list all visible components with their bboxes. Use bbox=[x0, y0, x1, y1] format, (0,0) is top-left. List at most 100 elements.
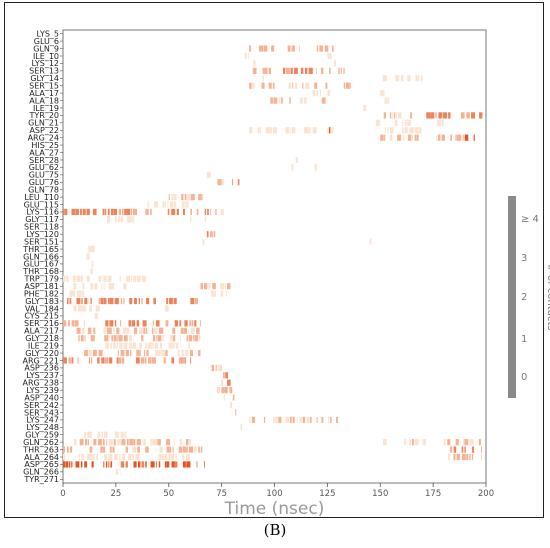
contact-mark-gln_262 bbox=[108, 439, 113, 446]
contact-mark-tyr_20 bbox=[389, 112, 392, 119]
contact-mark-ser_216 bbox=[68, 320, 70, 327]
contact-mark-ile_219 bbox=[139, 342, 143, 349]
contact-mark-asp_265 bbox=[158, 461, 161, 468]
contact-mark-gln_262 bbox=[414, 439, 419, 446]
contact-mark-ser_13 bbox=[338, 67, 340, 74]
contact-mark-gly_220 bbox=[157, 349, 161, 357]
contact-mark-tyr_20 bbox=[395, 112, 397, 119]
contact-mark-ser_15 bbox=[251, 82, 255, 89]
contact-mark-ser_216 bbox=[128, 320, 131, 327]
contact-mark-gln_262 bbox=[189, 439, 191, 446]
contact-mark-gly_220 bbox=[189, 349, 194, 357]
contact-mark-gly_183 bbox=[81, 297, 83, 305]
contact-mark-ser_216 bbox=[71, 320, 75, 327]
contact-mark-ala_18 bbox=[270, 97, 274, 104]
contact-mark-thr_263 bbox=[145, 446, 149, 453]
contact-mark-ala_217 bbox=[145, 327, 148, 334]
contact-mark-trp_179 bbox=[126, 275, 131, 282]
contact-mark-tyr_20 bbox=[466, 112, 470, 119]
contact-mark-gly_218 bbox=[157, 335, 162, 342]
contact-mark-ser_13 bbox=[282, 67, 286, 74]
contact-mark-glu_167 bbox=[91, 260, 94, 268]
contact-mark-asp_181 bbox=[200, 283, 204, 290]
contact-mark-ala_264 bbox=[481, 453, 482, 461]
contact-mark-gln_266 bbox=[119, 468, 121, 475]
contact-mark-gln_9 bbox=[263, 45, 268, 52]
contact-mark-gly_183 bbox=[108, 297, 110, 305]
contact-mark-arg_24 bbox=[461, 134, 463, 141]
contact-mark-asp_265 bbox=[120, 461, 125, 468]
contact-mark-ser_15 bbox=[325, 82, 328, 89]
contact-mark-ser_216 bbox=[109, 320, 114, 327]
contact-mark-phe_182 bbox=[69, 290, 73, 297]
contact-mark-ser_216 bbox=[179, 320, 182, 327]
contact-mark-tyr_20 bbox=[460, 112, 465, 119]
contact-mark-gly_183 bbox=[114, 297, 119, 305]
contact-mark-gly_183 bbox=[134, 297, 137, 305]
contact-mark-ala_17 bbox=[319, 90, 322, 97]
contact-mark-ala_17 bbox=[316, 90, 319, 97]
contact-mark-lys_116 bbox=[124, 208, 127, 216]
contact-mark-arg_221 bbox=[68, 357, 72, 364]
contact-mark-gly_218 bbox=[104, 335, 109, 342]
contact-mark-ser_216 bbox=[120, 320, 122, 327]
contact-mark-asp_181 bbox=[94, 283, 98, 290]
contact-mark-arg_24 bbox=[407, 134, 412, 141]
contact-mark-gln_262 bbox=[87, 439, 89, 446]
contact-mark-asp_181 bbox=[90, 283, 94, 290]
contact-mark-gly_220 bbox=[120, 349, 125, 357]
y-tick-label: TYR_20 bbox=[28, 111, 59, 120]
contact-mark-ile_219 bbox=[144, 342, 147, 349]
contact-mark-gln_262 bbox=[404, 439, 407, 446]
contact-mark-ser_216 bbox=[83, 320, 85, 327]
contact-mark-gln_262 bbox=[411, 439, 414, 446]
contact-mark-ser_13 bbox=[264, 67, 268, 74]
contact-mark-ala_217 bbox=[151, 327, 154, 334]
contact-mark-asp_265 bbox=[174, 461, 178, 468]
contact-mark-lys_239 bbox=[229, 387, 233, 394]
x-tick-label: 100 bbox=[266, 489, 282, 499]
contact-mark-gly_218 bbox=[78, 335, 80, 342]
x-tick-label: 75 bbox=[216, 489, 227, 499]
contact-mark-arg_221 bbox=[104, 357, 109, 364]
contact-mark-leu_110 bbox=[168, 193, 170, 201]
contact-mark-gly_218 bbox=[116, 335, 118, 342]
contact-mark-gly_183 bbox=[76, 297, 81, 305]
y-tick-label: TRP_179 bbox=[23, 275, 59, 284]
contact-mark-arg_221 bbox=[163, 357, 166, 364]
contact-mark-asp_181 bbox=[82, 283, 85, 290]
contact-mark-ala_264 bbox=[161, 453, 164, 461]
contact-mark-thr_263 bbox=[69, 446, 73, 453]
contact-mark-gln_262 bbox=[117, 439, 122, 446]
contact-mark-tyr_20 bbox=[383, 112, 386, 119]
contact-mark-val_184 bbox=[95, 305, 99, 312]
y-tick-label: SER_15 bbox=[29, 81, 59, 90]
contact-mark-thr_263 bbox=[172, 446, 174, 453]
contact-mark-gln_262 bbox=[179, 439, 182, 446]
contact-mark-thr_263 bbox=[166, 446, 170, 453]
contact-mark-gly_14 bbox=[395, 75, 400, 82]
contact-mark-arg_24 bbox=[380, 134, 384, 141]
contact-mark-ala_18 bbox=[384, 97, 388, 104]
contact-mark-glu_76 bbox=[232, 179, 234, 186]
contact-mark-asp_22 bbox=[331, 127, 334, 134]
contact-mark-ala_17 bbox=[383, 90, 385, 97]
contact-mark-gly_14 bbox=[400, 75, 404, 82]
contact-mark-ala_217 bbox=[190, 327, 195, 334]
y-tick-label: GLN_262 bbox=[23, 438, 59, 447]
contact-mark-asp_265 bbox=[171, 461, 175, 468]
contact-mark-asp_181 bbox=[73, 283, 77, 290]
contact-mark-asp_265 bbox=[65, 461, 69, 468]
contact-mark-arg_221 bbox=[148, 357, 152, 364]
contact-mark-trp_179 bbox=[133, 275, 137, 282]
contact-mark-gln_21 bbox=[441, 119, 444, 126]
contact-mark-gln_262 bbox=[478, 439, 481, 446]
contact-mark-gly_183 bbox=[166, 297, 168, 305]
contact-mark-trp_179 bbox=[119, 275, 121, 282]
contact-mark-gln_262 bbox=[133, 439, 136, 446]
contact-mark-thr_263 bbox=[89, 446, 93, 453]
y-tick-label: ILE_219 bbox=[28, 341, 59, 350]
contact-mark-gly_220 bbox=[88, 349, 93, 357]
contact-mark-ala_18 bbox=[299, 97, 303, 104]
contact-mark-asp_265 bbox=[125, 461, 128, 468]
